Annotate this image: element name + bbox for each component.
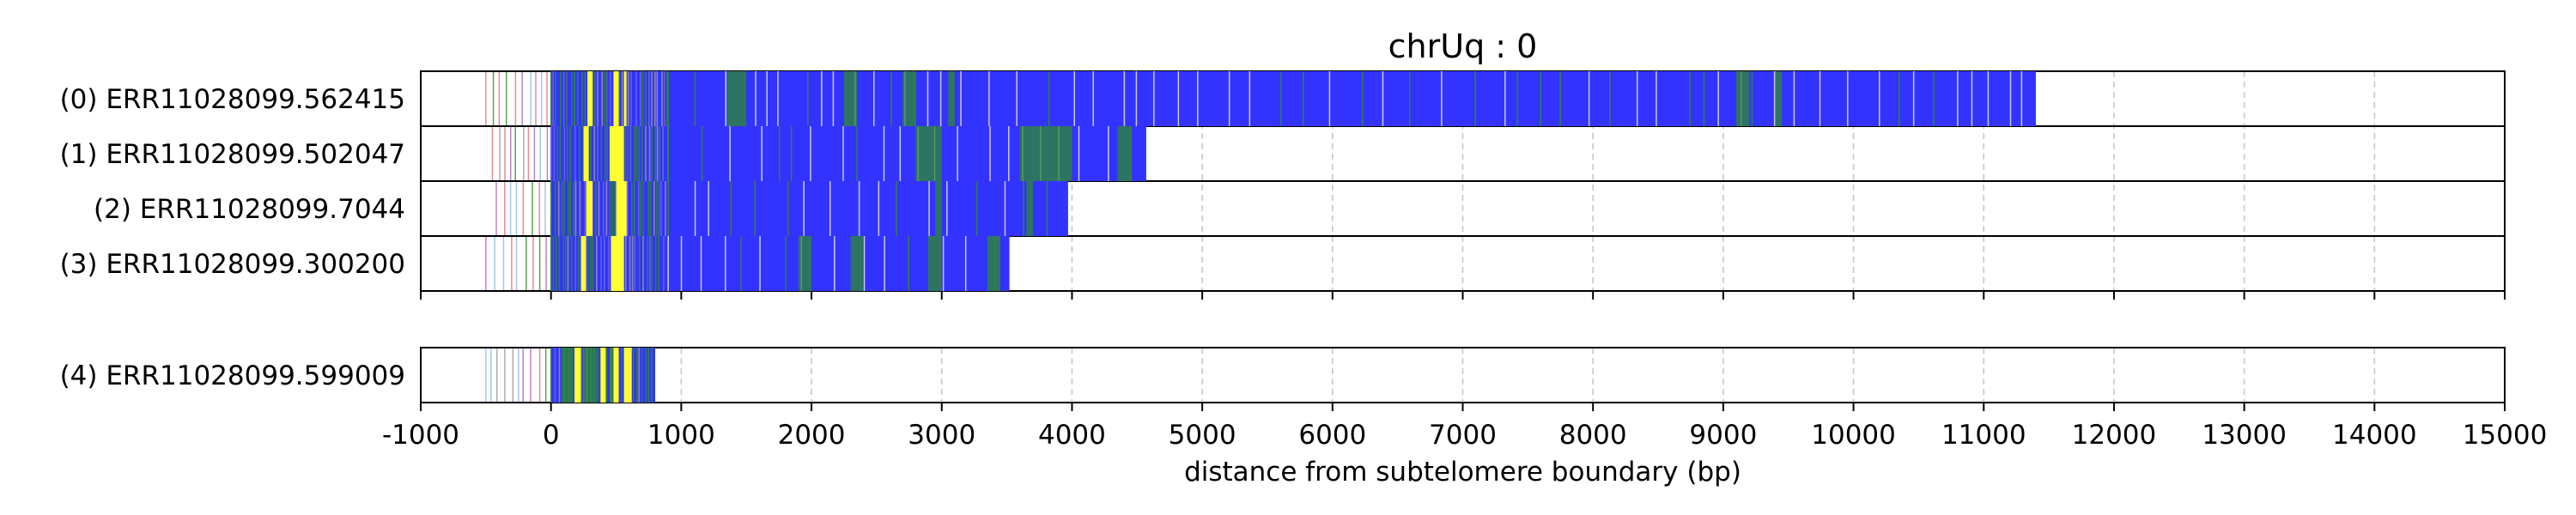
x-tick-label: 6000 bbox=[1298, 420, 1366, 451]
read-label: (2) ERR11028099.7044 bbox=[94, 194, 405, 225]
x-axis-label: distance from subtelomere boundary (bp) bbox=[1184, 457, 1741, 488]
read-track bbox=[495, 181, 1068, 236]
green-segment bbox=[935, 181, 942, 236]
green-segment bbox=[987, 236, 1001, 291]
x-tick-label: 5000 bbox=[1169, 420, 1236, 451]
read-track bbox=[491, 126, 1146, 181]
green-segment bbox=[1736, 71, 1750, 126]
green-segment bbox=[902, 71, 916, 126]
read-track bbox=[485, 236, 1010, 291]
x-tick-label: 0 bbox=[543, 420, 560, 451]
x-tick-label: 8000 bbox=[1559, 420, 1627, 451]
green-segment bbox=[1019, 126, 1072, 181]
x-tick-label: 1000 bbox=[647, 420, 715, 451]
green-segment bbox=[1775, 71, 1783, 126]
yellow-segment bbox=[613, 71, 619, 126]
read-tracks bbox=[485, 71, 2036, 403]
green-segment bbox=[948, 71, 955, 126]
yellow-segment bbox=[611, 236, 624, 291]
read-labels: (0) ERR11028099.562415 (1) ERR11028099.50… bbox=[60, 84, 405, 391]
x-tick-label: 10000 bbox=[1811, 420, 1896, 451]
green-segment bbox=[1026, 181, 1033, 236]
read-track bbox=[485, 348, 656, 403]
green-segment bbox=[609, 348, 614, 403]
read-label: (0) ERR11028099.562415 bbox=[60, 84, 405, 115]
read-bar bbox=[550, 181, 1068, 236]
yellow-segment bbox=[609, 126, 624, 181]
x-tick-label: 9000 bbox=[1689, 420, 1757, 451]
x-tick-label: 2000 bbox=[778, 420, 846, 451]
x-tick-label: 7000 bbox=[1429, 420, 1497, 451]
yellow-segment bbox=[616, 181, 627, 236]
green-segment bbox=[726, 71, 747, 126]
x-axis: -1000 0 1000 2000 3000 4000 5000 6000 7000 8000 90… bbox=[382, 291, 2547, 451]
yellow-segment bbox=[586, 181, 593, 236]
read-label: (1) ERR11028099.502047 bbox=[60, 139, 405, 170]
x-tick-label: 11000 bbox=[1941, 420, 2026, 451]
green-segment bbox=[850, 236, 864, 291]
green-segment bbox=[915, 126, 942, 181]
yellow-segment bbox=[587, 71, 593, 126]
x-tick-label: 15000 bbox=[2463, 420, 2548, 451]
x-tick-label: 12000 bbox=[2072, 420, 2157, 451]
yellow-segment bbox=[613, 348, 619, 403]
x-tick-label: -1000 bbox=[382, 420, 459, 451]
green-segment bbox=[928, 236, 942, 291]
yellow-segment bbox=[574, 348, 581, 403]
read-bar bbox=[550, 71, 2036, 126]
read-label: (3) ERR11028099.300200 bbox=[60, 249, 405, 280]
x-tick-label: 14000 bbox=[2332, 420, 2417, 451]
green-segment bbox=[561, 348, 572, 403]
green-segment bbox=[843, 71, 858, 126]
green-segment bbox=[583, 348, 597, 403]
x-tick-label: 4000 bbox=[1038, 420, 1106, 451]
read-track bbox=[485, 71, 2036, 126]
x-tick-label: 13000 bbox=[2202, 420, 2287, 451]
yellow-segment bbox=[583, 126, 589, 181]
green-segment bbox=[1117, 126, 1131, 181]
yellow-segment bbox=[580, 236, 586, 291]
yellow-segment bbox=[600, 348, 606, 403]
read-label: (4) ERR11028099.599009 bbox=[60, 360, 405, 391]
yellow-segment bbox=[623, 71, 627, 126]
green-segment bbox=[798, 236, 812, 291]
yellow-segment bbox=[623, 348, 632, 403]
x-tick-label: 3000 bbox=[908, 420, 975, 451]
chart-title: chrUq : 0 bbox=[1388, 27, 1538, 65]
